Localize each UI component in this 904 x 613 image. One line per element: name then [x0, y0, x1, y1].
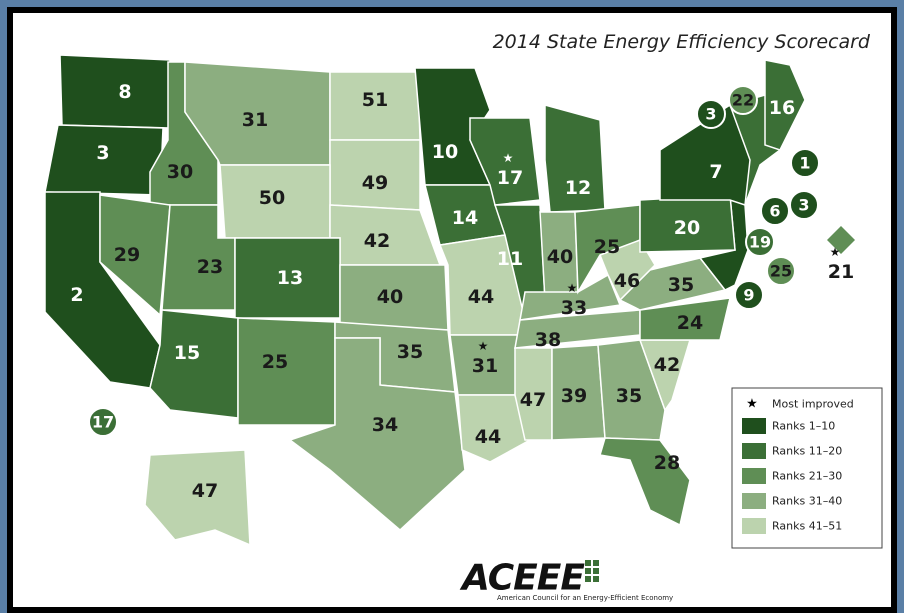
legend-swatch: [742, 468, 766, 484]
state-callout: [745, 227, 775, 257]
state-rank: 21: [828, 261, 854, 283]
state-rank: 3: [705, 105, 716, 124]
state-rank: 34: [372, 414, 398, 436]
state: [764, 59, 806, 151]
state-rank: 46: [614, 270, 640, 292]
state-rank: 17: [497, 167, 523, 189]
state: [99, 194, 171, 317]
state-rank: 38: [535, 329, 561, 351]
state-rank: 25: [262, 351, 288, 373]
state-rank: 16: [769, 97, 795, 119]
legend-swatch: [742, 518, 766, 534]
legend-label: Ranks 11–20: [772, 445, 842, 458]
state: [599, 437, 691, 527]
state-rank: 47: [520, 389, 546, 411]
state-rank: 11: [497, 248, 523, 270]
state: [457, 394, 531, 463]
state-rank: 6: [769, 202, 780, 221]
state-rank: 13: [277, 267, 303, 289]
state: [519, 273, 622, 321]
state-rank: 47: [192, 480, 218, 502]
state-rank: 33: [561, 297, 587, 319]
midatlantic-shape: [698, 193, 749, 291]
state-rank: 30: [167, 161, 193, 183]
state-rank: 31: [472, 355, 498, 377]
legend-label: Ranks 41–51: [772, 520, 842, 533]
state-rank: 8: [118, 81, 131, 103]
improved-star: ★: [478, 339, 489, 353]
state-callout: [766, 256, 796, 286]
logo-tagline: American Council for an Energy-Efficient…: [497, 594, 673, 602]
state-rank: 35: [397, 341, 423, 363]
state-rank: 51: [362, 89, 388, 111]
state: [827, 226, 855, 254]
logo-name: ACEEE: [459, 558, 585, 599]
state-rank: 20: [674, 217, 700, 239]
state-rank: 44: [468, 286, 494, 308]
legend-label: Ranks 21–30: [772, 470, 842, 483]
state-rank: 22: [732, 91, 754, 110]
legend-swatch: [742, 418, 766, 434]
state-callout: [728, 85, 758, 115]
state-rank: 40: [377, 286, 403, 308]
state-rank: 3: [798, 196, 809, 215]
state-rank: 25: [594, 236, 620, 258]
state-callout: [760, 196, 790, 226]
logo-dots: [585, 560, 599, 582]
state-callout: [734, 280, 764, 310]
state-rank: 35: [668, 274, 694, 296]
state-rank: 17: [92, 413, 114, 432]
state-rank: 14: [452, 207, 478, 229]
state-rank: 42: [654, 354, 680, 376]
state-rank: 29: [114, 244, 140, 266]
logo: ACEEE American Council for an Energy-Eff…: [459, 558, 673, 603]
state-rank: 39: [561, 385, 587, 407]
legend-star: ★: [746, 397, 758, 412]
state: [144, 449, 251, 547]
state-rank: 42: [364, 230, 390, 252]
state: [288, 337, 466, 532]
improved-star: ★: [830, 245, 841, 259]
state-rank: 24: [677, 312, 703, 334]
state-rank: 1: [799, 154, 810, 173]
state-rank: 44: [475, 426, 501, 448]
map-title: 2014 State Energy Efficiency Scorecard: [493, 31, 871, 53]
state-rank: 2: [70, 284, 83, 306]
state-rank: 23: [197, 256, 223, 278]
improved-star: ★: [503, 151, 514, 165]
state: [639, 297, 731, 341]
state-rank: 49: [362, 172, 388, 194]
state-rank: 25: [770, 262, 792, 281]
state: [59, 54, 171, 129]
state-rank: 12: [565, 177, 591, 199]
state-rank: 15: [174, 342, 200, 364]
state-rank: 19: [749, 233, 771, 252]
legend-label: Ranks 1–10: [772, 420, 835, 433]
improved-star: ★: [567, 281, 578, 295]
state-rank: 35: [616, 385, 642, 407]
state-callout: [88, 407, 118, 437]
state-callout: [696, 99, 726, 129]
legend-swatch: [742, 493, 766, 509]
legend-swatch: [742, 443, 766, 459]
legend: ★ Most improved Ranks 1–10 Ranks 11–20 Ran…: [731, 387, 883, 549]
state-rank: 9: [743, 286, 754, 305]
state-rank: 10: [432, 141, 458, 163]
state-rank: 28: [654, 452, 680, 474]
state-rank: 50: [259, 187, 285, 209]
state: [149, 309, 239, 419]
legend-label: Most improved: [772, 398, 854, 411]
state-rank: 3: [96, 142, 109, 164]
legend-label: Ranks 31–40: [772, 495, 842, 508]
state-callout: [790, 148, 820, 178]
state-rank: 31: [242, 109, 268, 131]
state: [574, 204, 641, 295]
state-rank: 7: [709, 161, 722, 183]
state-callout: [789, 190, 819, 220]
state-rank: 40: [547, 246, 573, 268]
state: [514, 347, 553, 441]
